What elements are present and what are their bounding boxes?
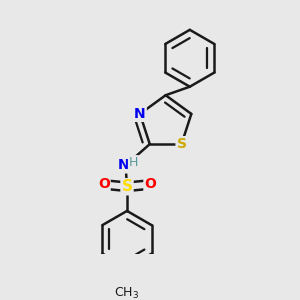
Text: CH$_3$: CH$_3$ [114,286,140,300]
Text: N: N [118,158,129,172]
Text: N: N [134,107,146,121]
Text: S: S [122,179,133,194]
Text: S: S [176,137,187,151]
Text: H: H [129,156,138,169]
Text: O: O [144,178,156,191]
Text: O: O [98,178,109,191]
